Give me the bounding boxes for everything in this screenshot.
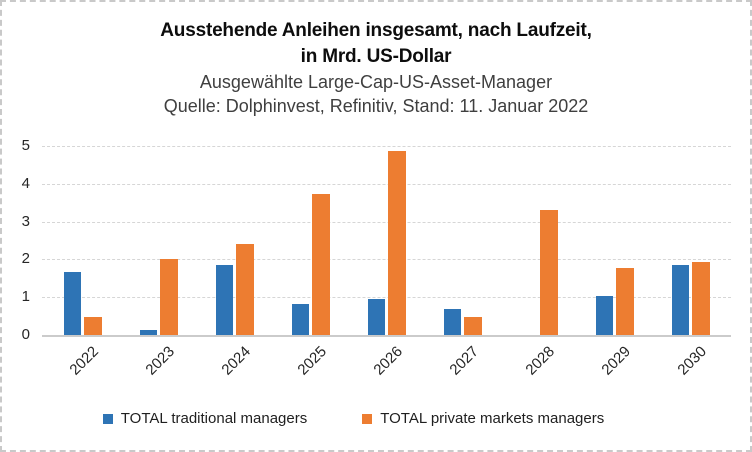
- bar-2024-traditional: [215, 264, 233, 335]
- bar-2025-traditional: [291, 304, 309, 335]
- bar-2025-private-markets: [312, 194, 330, 335]
- x-tick-label-2023: 2023: [142, 343, 178, 379]
- x-tick-label-2022: 2022: [66, 343, 102, 379]
- gridline-y3: [42, 221, 731, 223]
- gridline-y5: [42, 146, 731, 147]
- bar-2028-private-markets: [540, 209, 558, 335]
- chart-source: Quelle: Dolphinvest, Refinitiv, Stand: 1…: [163, 96, 589, 116]
- x-tick-label-2029: 2029: [598, 343, 634, 379]
- legend: TOTAL traditional managers TOTAL private…: [2, 410, 750, 427]
- bar-2027-traditional: [443, 308, 461, 335]
- x-tick-label-2028: 2028: [522, 343, 558, 379]
- bar-2023-private-markets: [160, 258, 178, 335]
- legend-label-private-markets: TOTAL private markets managers: [380, 410, 605, 427]
- chart-title-line1: Ausstehende Anleihen insgesamt, nach Lau…: [160, 20, 592, 41]
- bar-2030-private-markets: [692, 262, 710, 335]
- x-tick-label-2026: 2026: [370, 343, 406, 379]
- y-tick-label-2: 2: [21, 250, 30, 268]
- chart-title-line2: in Mrd. US-Dollar: [300, 46, 452, 67]
- gridline-y2: [42, 259, 731, 261]
- legend-item-private-markets: TOTAL private markets managers: [362, 410, 604, 427]
- bar-2026-traditional: [367, 299, 385, 335]
- bar-2029-private-markets: [616, 268, 634, 335]
- bar-2027-private-markets: [464, 316, 482, 335]
- bar-2022-private-markets: [84, 316, 102, 335]
- chart-subtitle: Ausgewählte Large-Cap-US-Asset-Manager: [199, 72, 553, 92]
- y-tick-label-1: 1: [21, 288, 30, 306]
- gridline-y1: [42, 297, 731, 299]
- legend-label-traditional: TOTAL traditional managers: [120, 410, 308, 427]
- gridline-y4: [42, 183, 731, 185]
- chart-header: Ausstehende Anleihen insgesamt, nach Lau…: [2, 18, 750, 118]
- y-tick-label-3: 3: [21, 212, 30, 230]
- legend-swatch-traditional: [102, 413, 113, 424]
- y-tick-label-4: 4: [21, 174, 30, 192]
- y-tick-label-0: 0: [21, 326, 30, 343]
- x-tick-label-2024: 2024: [218, 343, 254, 379]
- x-tick-label-2025: 2025: [294, 343, 330, 379]
- bar-2024-private-markets: [236, 243, 254, 335]
- bar-2023-traditional: [139, 330, 157, 335]
- bar-2026-private-markets: [388, 150, 406, 335]
- x-tick-label-2027: 2027: [446, 343, 482, 379]
- bar-2022-traditional: [63, 271, 81, 335]
- x-tick-label-2030: 2030: [674, 343, 710, 379]
- bar-2029-traditional: [595, 296, 613, 335]
- bar-2030-traditional: [671, 265, 689, 335]
- legend-item-traditional: TOTAL traditional managers: [102, 410, 308, 427]
- plot-area: [42, 146, 731, 337]
- legend-swatch-private-markets: [362, 413, 373, 424]
- y-tick-label-5: 5: [21, 137, 30, 154]
